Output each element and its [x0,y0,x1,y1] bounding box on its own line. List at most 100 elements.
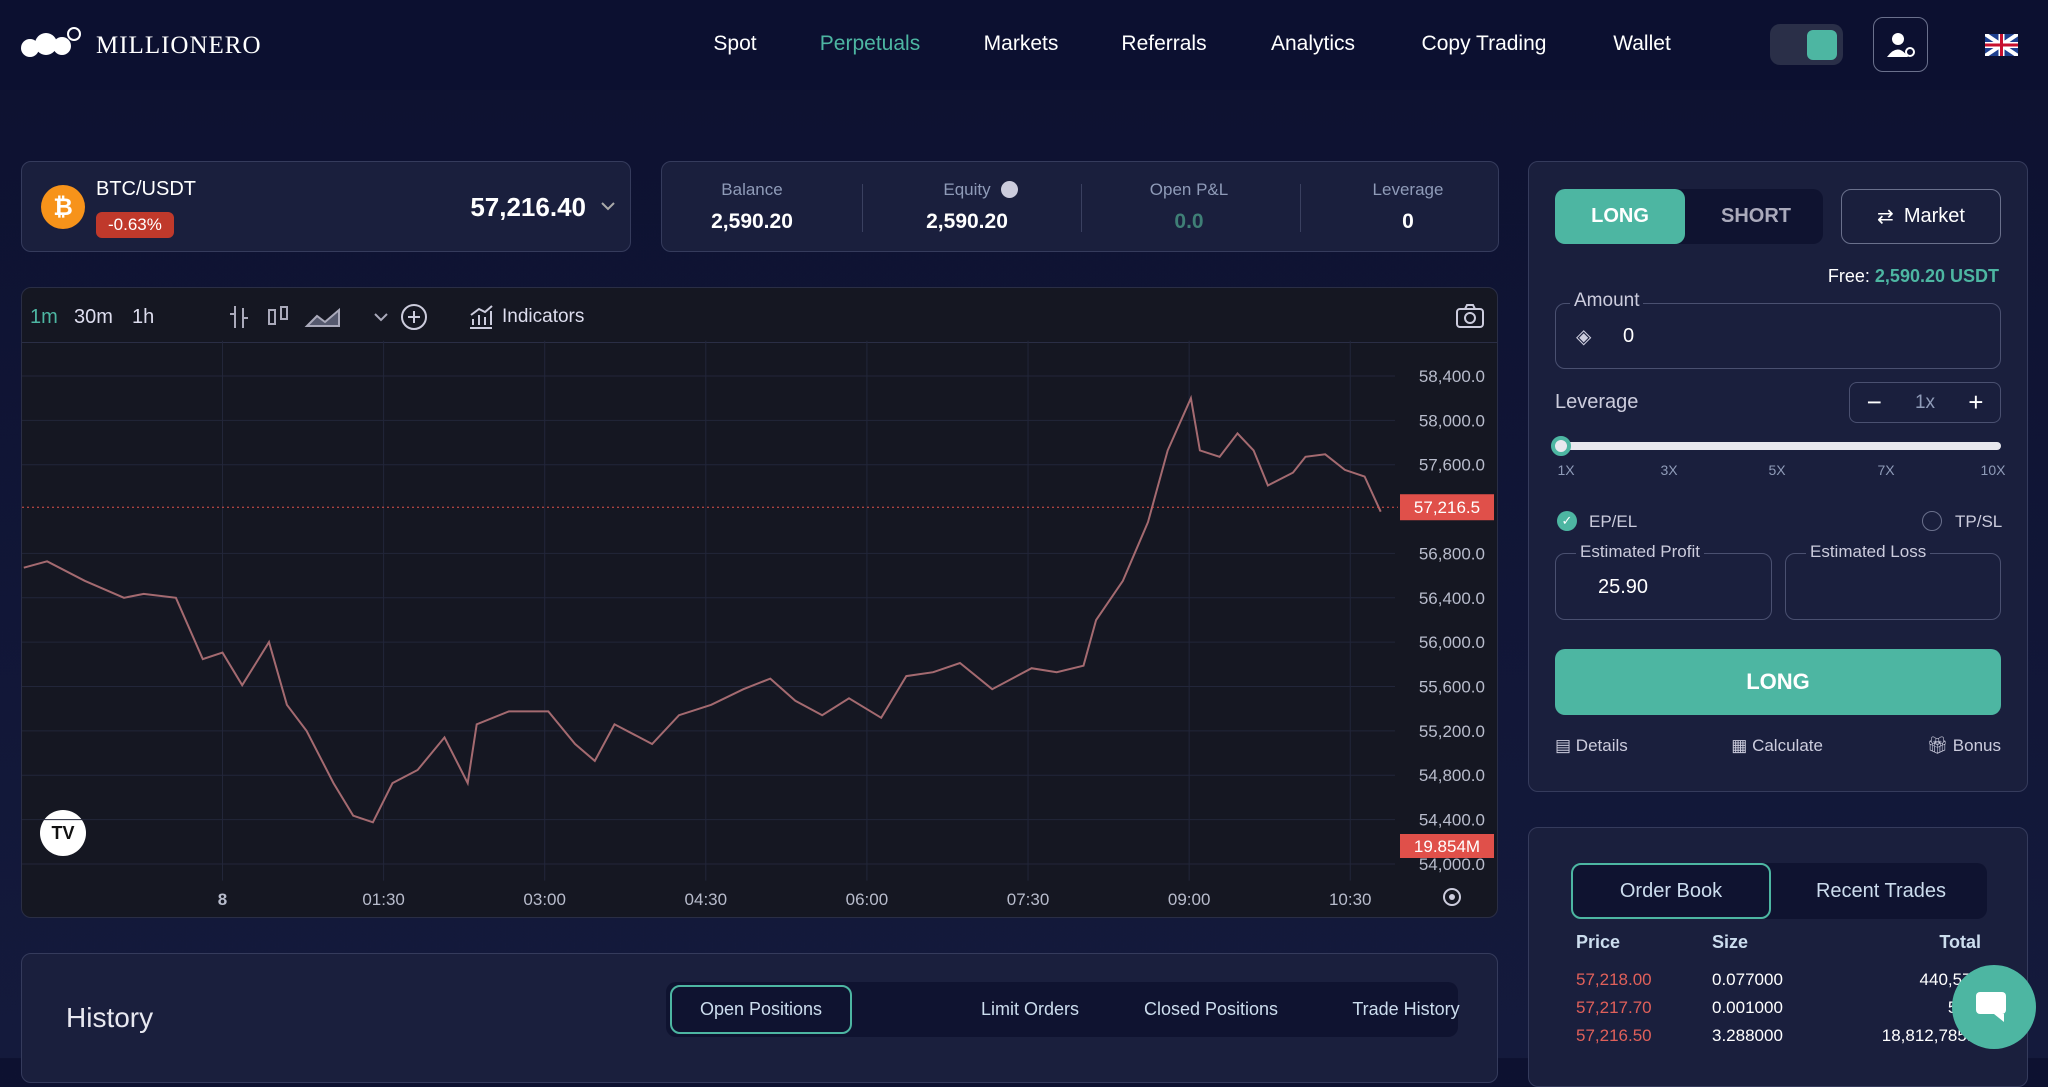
account-button[interactable] [1873,17,1928,72]
link-text: Calculate [1752,736,1823,755]
history-tab[interactable]: Open Positions [670,985,852,1034]
order-type[interactable]: ⇄ Market [1841,189,2001,244]
history-tab[interactable]: Trade History [1352,999,1460,1019]
stat-label: Open P&L [1149,180,1229,199]
bonus-link[interactable]: 🎁︎ Bonus [1926,736,2001,755]
ep-el[interactable]: EP/EL [1589,512,1638,531]
user-icon [1886,32,1915,57]
book-cell: 0.001000 [1712,998,1783,1017]
indicators-icon[interactable] [467,303,495,331]
order-book: Order Book Recent Trades Price Size Total 5… [1528,827,2028,1087]
nav-item[interactable]: Analytics [1270,32,1356,55]
book-cell: 18,812,785.2 [1881,1026,1981,1045]
book-cell: 57,217.70 [1576,998,1652,1017]
language-flag[interactable] [1985,34,2018,56]
divider [862,184,863,232]
leverage-mark: 10X [1980,462,2006,478]
stat-value: 2,590.20 [711,210,793,233]
info-icon [1001,181,1018,198]
leverage-slider[interactable] [1559,442,2001,450]
tradingview-logo[interactable]: TV [40,810,86,856]
leverage-mark: 5X [1768,462,1786,478]
free-label: Free: [1827,266,1870,286]
stats-card: Balance 2,590.20 Equity 2,590.20 Open P&L 0.0… [661,161,1499,252]
history-title: History [66,1002,154,1033]
stat-value: 0 [1402,210,1414,233]
recent-trades-tab[interactable]: Recent Trades [1815,879,1947,902]
order-type-label: Market [1903,205,1965,227]
brand: MILLIONERO [96,32,262,59]
nav-item[interactable]: Perpetuals [819,32,921,55]
long-tab[interactable]: LONG [1555,189,1685,244]
nav-item[interactable]: Copy Trading [1421,32,1547,55]
nav-item[interactable]: Wallet [1613,32,1671,55]
interval[interactable]: 1h [132,306,155,328]
stat-label: Leverage [1372,180,1444,199]
leverage-control[interactable]: −1x + [1849,382,2001,423]
submit-button[interactable]: LONG [1555,649,2001,715]
interval[interactable]: 30m [74,306,113,328]
details-link[interactable]: ▤ Details [1555,736,1628,755]
book-cell: 0.077000 [1712,970,1783,989]
link-text: Details [1575,736,1628,755]
history-tab[interactable]: Limit Orders [980,999,1079,1019]
book-cell: 3.288000 [1712,1026,1783,1045]
logo-icon [21,27,81,57]
order-form: LONG SHORT ⇄ Market Free: 2,590.20 USDT A… [1528,161,2028,792]
loss-input[interactable]: Estimated Loss [1785,542,2001,620]
profit-input[interactable]: Estimated Profit 25.90 [1555,542,1772,620]
book-header: Price [1576,932,1621,952]
btc-icon: ₿ [41,185,85,229]
pair: BTC/USDT [96,178,196,200]
stat-label: Balance [721,180,783,199]
links: ▤ Details ▦ Calculate 🎁︎ Bonus [1555,736,2001,756]
stat-value: 2,590.20 [926,210,1008,233]
free-value: 2,590.20 USDT [1874,266,1999,286]
order-book-tab[interactable]: Order Book [1571,863,1771,919]
book-header: Size [1712,932,1749,952]
stat-value: 0.0 [1174,210,1204,233]
book-cell: 57,218.00 [1576,970,1652,989]
chart-type-icons[interactable] [227,304,397,330]
free-balance: Free: 2,590.20 USDT [1828,266,1999,287]
amount-input[interactable]: Amount ◈ 0 [1555,290,2001,369]
profit-label: Estimated Profit [1576,542,1704,562]
stat-label: Equity [943,180,991,199]
nav-item[interactable]: Spot [713,32,757,55]
profit-value: 25.90 [1598,576,1649,598]
ticker-card[interactable]: ₿ BTC/USDT -0.63% 57,216.40 [21,161,631,252]
leverage-mark: 1X [1557,462,1575,478]
indicators[interactable]: Indicators [502,306,585,327]
link-text: Bonus [1952,736,2001,755]
history-panel: History Open Positions Limit Orders Closed… [21,953,1498,1083]
leverage-label: Leverage [1555,391,1639,413]
slider-knob[interactable] [1551,436,1571,456]
svg-text:₿: ₿ [53,194,73,221]
nav-item[interactable]: Markets [983,32,1059,55]
amount-value: 0 [1623,325,1635,347]
leverage-mark: 3X [1660,462,1678,478]
nav-item[interactable]: Referrals [1121,32,1207,55]
add-icon[interactable] [400,303,428,331]
history-tab[interactable]: Closed Positions [1143,999,1279,1019]
book-cell: 57,216.50 [1576,1026,1652,1045]
change-badge: -0.63% [96,212,174,238]
interval[interactable]: 1m [30,306,58,328]
ticker-price: 57,216.40 [470,192,586,222]
side-toggle: LONG SHORT [1555,189,1823,244]
settings-icon[interactable] [1440,885,1464,909]
divider [1300,184,1301,232]
top-nav: MILLIONERO Spot Perpetuals Markets Referral… [0,0,2048,90]
screenshot-icon[interactable] [1455,303,1485,329]
book-header: Total [1939,932,1981,952]
amount-label: Amount [1570,290,1644,312]
loss-label: Estimated Loss [1806,542,1931,562]
theme-toggle[interactable] [1770,24,1843,65]
leverage-value: 1x [1914,391,1936,413]
divider [1081,184,1082,232]
calculate-link[interactable]: ▦ Calculate [1731,736,1823,755]
tp-sl[interactable]: TP/SL [1955,512,2003,531]
leverage-mark: 7X [1877,462,1895,478]
short-tab[interactable]: SHORT [1721,205,1791,227]
chat-button[interactable] [1952,965,2036,1049]
